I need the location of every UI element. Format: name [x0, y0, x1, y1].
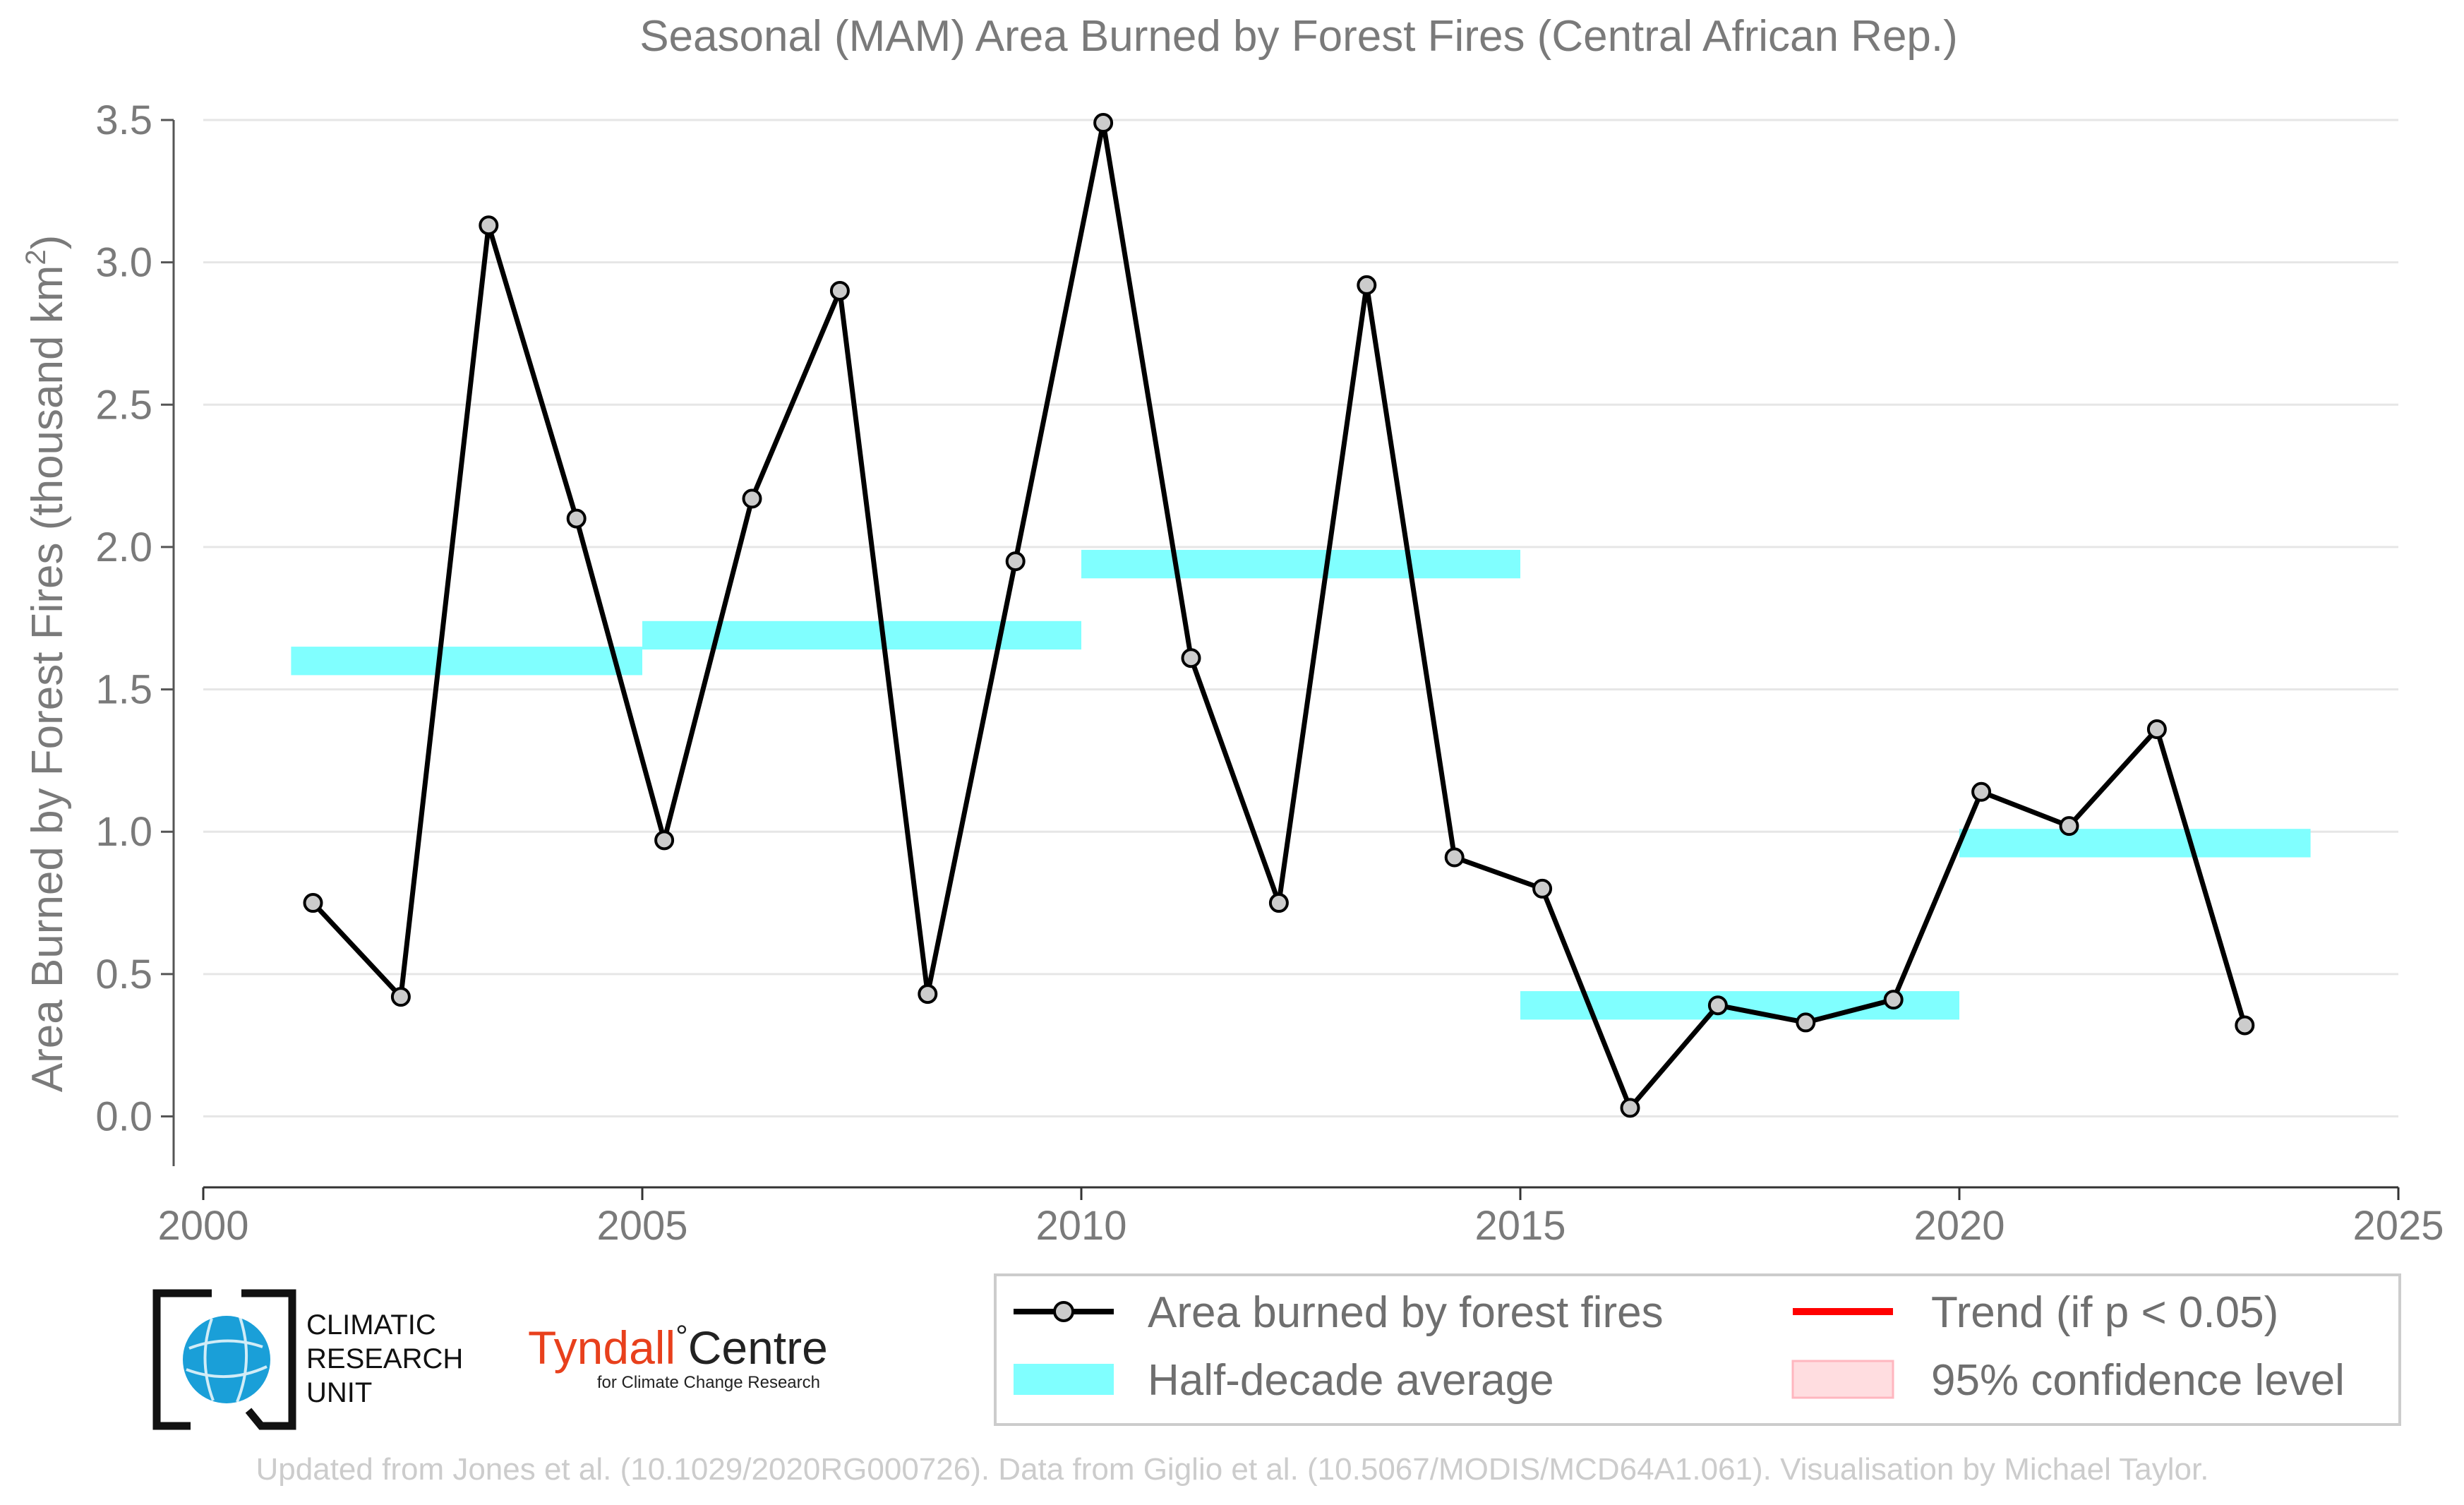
svg-text:Tyndall°Centre: Tyndall°Centre: [528, 1319, 828, 1374]
x-tick-label: 2025: [2352, 1203, 2444, 1249]
chart-title: Seasonal (MAM) Area Burned by Forest Fir…: [639, 12, 1958, 61]
y-tick-label: 1.5: [95, 667, 152, 713]
x-tick-label: 2015: [1474, 1203, 1565, 1249]
legend-label-confidence: 95% confidence level: [1931, 1356, 2345, 1405]
footer-credits: Updated from Jones et al. (10.1029/2020R…: [256, 1452, 2209, 1487]
x-tick-label: 2010: [1035, 1203, 1126, 1249]
x-tick-label: 2005: [596, 1203, 687, 1249]
tyndall-subtitle: for Climate Change Research: [597, 1373, 820, 1392]
data-point: [1971, 781, 1992, 802]
cru-logo-line-3: UNIT: [306, 1377, 372, 1408]
y-tick-label: 2.0: [95, 524, 152, 570]
globe-icon: [183, 1316, 270, 1403]
half-decade-average-bar: [1959, 829, 2311, 858]
y-tick-label: 3.0: [95, 240, 152, 286]
data-point: [1444, 847, 1465, 868]
data-point: [1707, 995, 1728, 1016]
half-decade-average-bars: [291, 549, 2311, 1020]
y-tick-label: 1.0: [95, 809, 152, 855]
cru-logo-line-1: CLIMATIC: [306, 1309, 436, 1341]
data-point: [1005, 551, 1026, 572]
y-tick-label: 0.0: [95, 1094, 152, 1140]
half-decade-average-bar: [291, 647, 642, 676]
half-decade-average-bar: [1081, 549, 1520, 579]
y-tick-label: 3.5: [95, 97, 152, 143]
series-area-burned: [303, 113, 2255, 1118]
data-point: [829, 280, 850, 301]
legend-label-series: Area burned by forest fires: [1148, 1288, 1664, 1337]
data-point: [2146, 719, 2167, 740]
data-point: [1532, 878, 1553, 899]
half-decade-average-bar: [642, 620, 1081, 650]
data-point: [1181, 648, 1201, 668]
legend-label-average: Half-decade average: [1148, 1356, 1554, 1405]
cru-logo-line-2: RESEARCH: [306, 1343, 463, 1374]
x-tick-label: 2000: [157, 1203, 248, 1249]
gridlines: [203, 119, 2398, 1118]
data-point: [303, 893, 323, 913]
data-point: [1268, 893, 1289, 913]
data-point: [742, 488, 762, 509]
series-line: [311, 120, 2247, 1110]
data-point: [1357, 275, 1377, 295]
tyndall-logo: Tyndall°Centre for Climate Change Resear…: [528, 1319, 828, 1392]
data-point: [1093, 113, 1114, 133]
legend-box: [994, 1273, 2401, 1426]
data-point: [2235, 1015, 2255, 1036]
data-point: [479, 215, 499, 236]
legend-label-trend: Trend (if p < 0.05): [1931, 1288, 2278, 1337]
x-tick-label: 2020: [1913, 1203, 2005, 1249]
data-point: [1620, 1098, 1640, 1118]
legend-swatch-average: [1014, 1364, 1114, 1395]
y-axis: 0.0 0.5 1.0 1.5 2.0 2.5 3.0 3.5: [95, 97, 175, 1166]
x-axis: 2000 2005 2010 2015 2020 2025: [157, 1186, 2444, 1249]
cru-logo: CLIMATIC RESEARCH UNIT: [152, 1289, 463, 1430]
y-tick-label: 2.5: [95, 382, 152, 428]
data-point: [654, 830, 675, 851]
legend-swatch-confidence: [1791, 1360, 1894, 1399]
data-point: [2059, 816, 2079, 837]
data-point: [566, 508, 587, 529]
data-point: [918, 984, 938, 1005]
data-point: [1796, 1012, 1816, 1033]
legend: Area burned by forest fires Trend (if p …: [994, 1273, 2401, 1426]
y-tick-label: 0.5: [95, 952, 152, 997]
data-point: [390, 987, 411, 1007]
y-axis-label: Area Burned by Forest Fires (thousand km…: [20, 235, 72, 1093]
data-point: [1883, 990, 1904, 1010]
legend-marker-series: [1053, 1301, 1074, 1322]
